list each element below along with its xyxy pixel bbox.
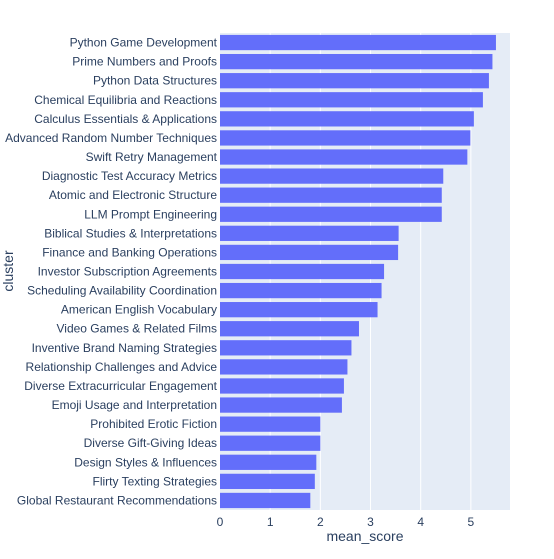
bar (220, 492, 311, 509)
x-tick-label: 5 (468, 515, 475, 529)
y-tick-label: Swift Retry Management (86, 150, 218, 164)
bar (220, 149, 468, 165)
bars (220, 34, 496, 509)
bar (220, 282, 382, 299)
x-tick-label: 1 (267, 515, 274, 529)
y-tick-label: Diverse Extracurricular Engagement (24, 379, 217, 393)
bar (220, 206, 442, 222)
bar (220, 416, 321, 432)
y-tick-label: Investor Subscription Agreements (38, 265, 217, 279)
bar (220, 435, 321, 451)
y-tick-labels: Python Game Development Prime Numbers and… (5, 36, 218, 508)
y-tick-label: American English Vocabulary (61, 303, 217, 317)
bar (220, 302, 378, 318)
bar (220, 53, 493, 70)
bar (220, 321, 359, 337)
bar (220, 187, 442, 203)
y-tick-label: Atomic and Electronic Structure (49, 188, 217, 202)
x-tick-label: 2 (317, 515, 324, 529)
bar (220, 244, 399, 261)
bar (220, 263, 385, 280)
y-tick-label: LLM Prompt Engineering (84, 207, 217, 221)
y-axis-title: cluster (0, 250, 16, 292)
y-tick-label: Python Game Development (70, 36, 218, 50)
bar (220, 454, 317, 470)
x-tick-label: 4 (417, 515, 424, 529)
y-tick-label: Chemical Equilibria and Reactions (34, 93, 217, 107)
x-tick-label: 3 (367, 515, 374, 529)
y-tick-label: Prime Numbers and Proofs (72, 55, 217, 69)
bar (220, 168, 444, 184)
y-tick-label: Global Restaurant Recommendations (17, 493, 217, 507)
y-tick-label: Flirty Texting Strategies (93, 474, 218, 488)
y-tick-label: Inventive Brand Naming Strategies (32, 341, 217, 355)
x-tick-labels: 0 1 2 3 4 5 (217, 515, 475, 529)
bar (220, 378, 344, 394)
bar (220, 359, 348, 375)
bar (220, 130, 471, 146)
y-tick-label: Diverse Gift-Giving Ideas (84, 436, 217, 450)
bar (220, 225, 399, 241)
x-axis-title: mean_score (326, 528, 403, 544)
x-tick-label: 0 (217, 515, 224, 529)
bar (220, 340, 352, 356)
bar (220, 34, 496, 51)
y-tick-label: Advanced Random Number Techniques (5, 131, 217, 145)
bar (220, 473, 315, 490)
y-tick-label: Python Data Structures (93, 74, 217, 88)
bar (220, 92, 483, 108)
y-tick-label: Biblical Studies & Interpretations (44, 226, 217, 240)
bar (220, 397, 342, 413)
y-tick-label: Scheduling Availability Coordination (27, 284, 217, 298)
y-tick-label: Video Games & Related Films (56, 322, 217, 336)
y-tick-label: Diagnostic Test Accuracy Metrics (42, 169, 217, 183)
y-tick-label: Design Styles & Influences (74, 455, 217, 469)
y-tick-label: Calculus Essentials & Applications (34, 112, 217, 126)
y-tick-label: Relationship Challenges and Advice (26, 360, 218, 374)
y-tick-label: Emoji Usage and Interpretation (52, 398, 217, 412)
y-tick-label: Finance and Banking Operations (42, 245, 217, 259)
bar (220, 73, 489, 89)
bar (220, 111, 474, 127)
y-tick-label: Prohibited Erotic Fiction (90, 417, 217, 431)
